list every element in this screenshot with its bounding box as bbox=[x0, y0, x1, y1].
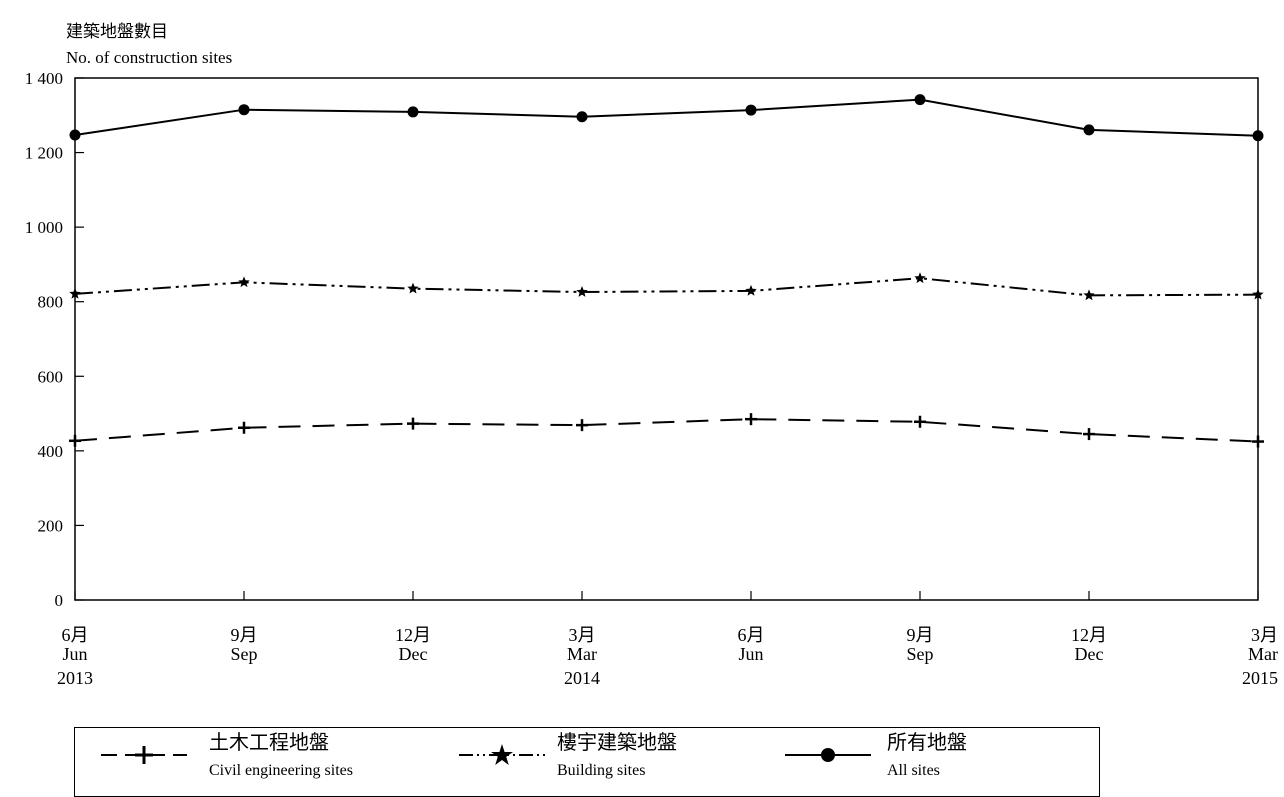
legend: 土木工程地盤 Civil engineering sites 樓宇建築地盤 Bu… bbox=[74, 727, 1100, 797]
x-tick-label-zh: 9月 bbox=[907, 625, 934, 645]
data-point-circle bbox=[1252, 130, 1264, 142]
y-tick-label: 1 000 bbox=[25, 218, 63, 237]
y-tick-label: 0 bbox=[55, 591, 64, 610]
data-point-plus bbox=[69, 434, 81, 447]
data-point-plus bbox=[407, 417, 419, 430]
series-line-0 bbox=[74, 418, 1259, 443]
data-point-star bbox=[238, 276, 250, 288]
legend-label-en: Civil engineering sites bbox=[209, 762, 353, 779]
x-tick-label-en: Mar bbox=[567, 644, 597, 664]
data-point-star bbox=[1083, 289, 1095, 301]
data-point-circle bbox=[745, 104, 757, 116]
data-point-star bbox=[914, 272, 926, 284]
data-point-circle bbox=[238, 104, 250, 116]
data-point-plus bbox=[238, 421, 250, 434]
plot-frame bbox=[74, 77, 1259, 601]
legend-label-zh: 所有地盤 bbox=[887, 732, 967, 754]
x-tick-label-en: Jun bbox=[738, 644, 763, 664]
data-point-plus bbox=[1083, 428, 1095, 441]
data-point-star bbox=[69, 287, 81, 299]
x-tick-label-zh: 3月 bbox=[1251, 625, 1278, 645]
legend-plus-line-icon bbox=[101, 746, 187, 764]
data-point-star bbox=[407, 282, 419, 294]
data-point-circle bbox=[1083, 124, 1095, 136]
data-point-plus bbox=[914, 415, 926, 428]
x-tick-label-year: 2014 bbox=[564, 668, 600, 688]
data-point-star bbox=[576, 286, 588, 297]
x-tick-label-en: Sep bbox=[907, 644, 934, 664]
y-tick-label: 800 bbox=[38, 293, 64, 312]
x-tick-label-en: Sep bbox=[231, 644, 258, 664]
x-tick-label-en: Dec bbox=[1075, 644, 1104, 664]
x-tick-label-zh: 9月 bbox=[231, 625, 258, 645]
y-tick-label: 1 200 bbox=[25, 144, 63, 163]
legend-circle-line-icon bbox=[785, 748, 871, 762]
data-point-circle bbox=[407, 106, 419, 118]
y-axis-title-zh: 建築地盤數目 bbox=[66, 22, 168, 41]
legend-label-zh: 樓宇建築地盤 bbox=[557, 732, 677, 754]
x-tick-label-year: 2015 bbox=[1242, 668, 1278, 688]
x-tick-label-year: 2013 bbox=[57, 668, 93, 688]
data-point-circle bbox=[914, 94, 926, 106]
legend-label-en: Building sites bbox=[557, 762, 646, 779]
legend-label-en: All sites bbox=[887, 762, 940, 779]
x-tick-label-zh: 12月 bbox=[395, 625, 431, 645]
y-axis-title-en: No. of construction sites bbox=[66, 48, 233, 67]
x-tick-label-zh: 6月 bbox=[738, 625, 765, 645]
data-point-plus bbox=[576, 419, 588, 432]
x-tick-label-en: Mar bbox=[1248, 644, 1278, 664]
y-tick-label: 1 400 bbox=[25, 69, 63, 88]
legend-star-line-icon bbox=[459, 744, 545, 765]
y-tick-label: 200 bbox=[38, 516, 64, 535]
y-tick-label: 600 bbox=[38, 367, 64, 386]
data-point-circle bbox=[576, 111, 588, 123]
data-point-star bbox=[1252, 288, 1264, 300]
x-tick-label-en: Jun bbox=[62, 644, 87, 664]
x-tick-label-zh: 12月 bbox=[1071, 625, 1107, 645]
x-tick-label-zh: 6月 bbox=[62, 625, 89, 645]
data-point-plus bbox=[745, 413, 757, 426]
x-tick-label-en: Dec bbox=[399, 644, 428, 664]
series-line-1 bbox=[74, 277, 1259, 297]
data-point-star bbox=[745, 284, 757, 296]
x-tick-label-zh: 3月 bbox=[569, 625, 596, 645]
series-line-2 bbox=[74, 98, 1259, 137]
data-point-plus bbox=[1252, 435, 1264, 448]
data-point-circle bbox=[69, 129, 81, 141]
y-tick-label: 400 bbox=[38, 442, 64, 461]
legend-label-zh: 土木工程地盤 bbox=[209, 732, 329, 754]
